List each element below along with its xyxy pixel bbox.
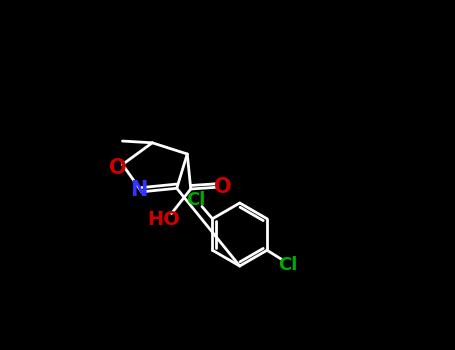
Text: O: O xyxy=(214,177,232,197)
Text: HO: HO xyxy=(147,210,180,229)
Text: Cl: Cl xyxy=(186,191,205,209)
Text: N: N xyxy=(130,180,147,200)
Text: Cl: Cl xyxy=(278,256,297,274)
Text: O: O xyxy=(110,158,127,178)
